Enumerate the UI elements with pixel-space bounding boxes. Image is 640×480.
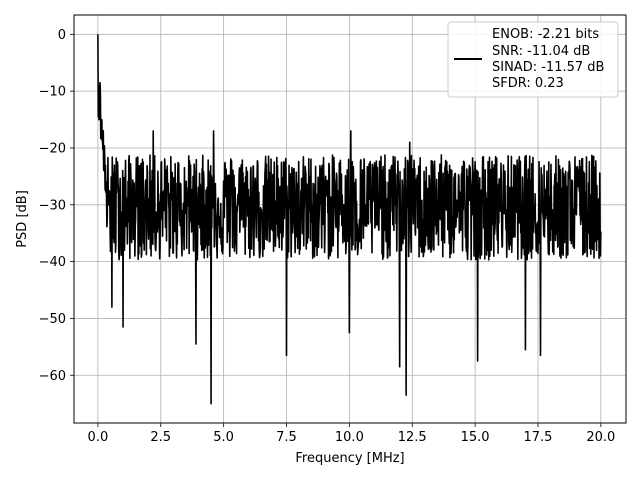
psd-series-line <box>97 34 602 405</box>
y-tick-label: 0 <box>58 28 66 43</box>
ticks: 0.0 2.5 5.0 7.5 10.0 12.5 15.0 17.5 20.0 0 −10 −20 −… <box>39 28 616 445</box>
legend-line-snr: SNR: -11.04 dB <box>492 44 590 59</box>
x-tick-label: 15.0 <box>461 430 490 445</box>
legend-line-sinad: SINAD: -11.57 dB <box>492 60 604 75</box>
x-tick-label: 10.0 <box>335 430 364 445</box>
y-axis-label: PSD [dB] <box>15 190 30 248</box>
x-tick-label: 17.5 <box>524 430 553 445</box>
y-tick-label: −40 <box>39 255 66 270</box>
y-tick-label: −50 <box>39 312 66 327</box>
legend-line-enob: ENOB: -2.21 bits <box>492 27 599 42</box>
legend-line-sfdr: SFDR: 0.23 <box>492 76 564 91</box>
x-tick-label: 20.0 <box>586 430 615 445</box>
y-tick-label: −30 <box>39 198 66 213</box>
y-tick-label: −10 <box>39 85 66 100</box>
y-tick-label: −60 <box>39 369 66 384</box>
legend-box <box>447 21 619 98</box>
series-layer <box>97 34 602 405</box>
y-tick-label: −20 <box>39 141 66 156</box>
x-tick-label: 7.5 <box>276 430 297 445</box>
x-axis-label: Frequency [MHz] <box>295 451 404 466</box>
x-tick-label: 12.5 <box>398 430 427 445</box>
x-tick-label: 5.0 <box>213 430 234 445</box>
legend: ENOB: -2.21 bits SNR: -11.04 dB SINAD: -… <box>447 21 619 98</box>
plot-frame <box>73 14 627 424</box>
x-tick-label: 2.5 <box>150 430 171 445</box>
x-tick-label: 0.0 <box>88 430 109 445</box>
